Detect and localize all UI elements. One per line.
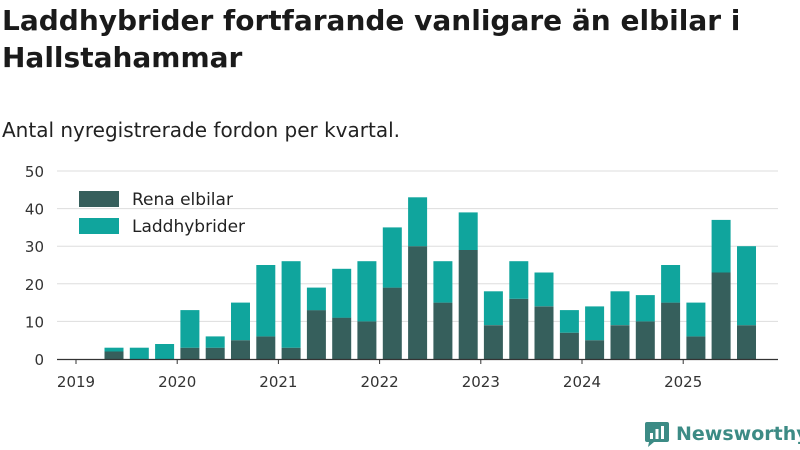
bar-elbil-2021-Q3 bbox=[332, 317, 352, 359]
y-tick-label-10: 10 bbox=[25, 313, 44, 331]
bar-laddhybrid-2021-Q3 bbox=[332, 268, 352, 318]
bar-elbil-2020-Q2 bbox=[205, 347, 225, 359]
bar-elbil-2020-Q4 bbox=[256, 336, 276, 359]
y-tick-label-0: 0 bbox=[34, 351, 44, 369]
legend-swatch-laddhybrid bbox=[79, 218, 119, 234]
bar-elbil-2019-Q2 bbox=[104, 351, 124, 359]
bar-elbil-2024-Q2 bbox=[610, 325, 630, 359]
bar-laddhybrid-2020-Q3 bbox=[231, 302, 250, 341]
bar-laddhybrid-2024-Q1 bbox=[585, 306, 605, 341]
bar-laddhybrid-2022-Q1 bbox=[382, 227, 402, 288]
legend-label-elbil: Rena elbilar bbox=[132, 190, 233, 210]
bar-elbil-2025-Q3 bbox=[737, 325, 756, 359]
bar-laddhybrid-2023-Q2 bbox=[509, 261, 529, 299]
bar-elbil-2022-Q4 bbox=[458, 250, 478, 359]
bar-laddhybrid-2020-Q1 bbox=[180, 310, 200, 348]
x-tick-label-2022: 2022 bbox=[361, 373, 399, 391]
bar-elbil-2024-Q1 bbox=[585, 340, 605, 359]
bar-laddhybrid-2020-Q2 bbox=[205, 336, 225, 348]
bar-elbil-2023-Q2 bbox=[509, 298, 529, 359]
bar-elbil-2022-Q3 bbox=[433, 302, 453, 359]
bar-laddhybrid-2025-Q3 bbox=[737, 246, 756, 326]
x-tick-label-2023: 2023 bbox=[462, 373, 500, 391]
bar-laddhybrid-2023-Q3 bbox=[534, 272, 554, 307]
bar-elbil-2021-Q4 bbox=[357, 321, 377, 359]
bar-laddhybrid-2020-Q4 bbox=[256, 265, 276, 337]
bar-laddhybrid-2021-Q1 bbox=[281, 261, 301, 348]
bar-elbil-2023-Q1 bbox=[483, 325, 503, 359]
bar-laddhybrid-2025-Q2 bbox=[711, 219, 731, 273]
bar-elbil-2023-Q4 bbox=[559, 332, 579, 359]
brand-logo: Newsworthy bbox=[644, 420, 800, 448]
bar-laddhybrid-2024-Q2 bbox=[610, 291, 630, 326]
bar-laddhybrid-2025-Q1 bbox=[686, 302, 706, 337]
y-tick-label-50: 50 bbox=[25, 163, 44, 181]
bar-laddhybrid-2019-Q2 bbox=[104, 347, 124, 352]
x-tick-label-2025: 2025 bbox=[664, 373, 702, 391]
bar-elbil-2020-Q1 bbox=[180, 347, 200, 359]
bar-laddhybrid-2024-Q3 bbox=[635, 295, 655, 322]
bar-elbil-2025-Q2 bbox=[711, 272, 731, 359]
brand-name: Newsworthy bbox=[676, 423, 800, 445]
bar-laddhybrid-2019-Q3 bbox=[129, 347, 149, 359]
bar-elbil-2021-Q1 bbox=[281, 347, 301, 359]
legend-label-laddhybrid: Laddhybrider bbox=[132, 217, 245, 237]
bar-elbil-2022-Q2 bbox=[408, 246, 428, 359]
bar-elbil-2024-Q3 bbox=[635, 321, 655, 359]
bar-laddhybrid-2021-Q2 bbox=[306, 287, 326, 311]
chart-subtitle: Antal nyregistrerade fordon per kvartal. bbox=[2, 118, 401, 142]
bar-elbil-2025-Q1 bbox=[686, 336, 706, 359]
y-tick-label-20: 20 bbox=[25, 276, 44, 294]
y-tick-label-40: 40 bbox=[25, 201, 44, 219]
bar-laddhybrid-2022-Q2 bbox=[408, 197, 428, 247]
legend-swatch-elbil bbox=[79, 191, 119, 207]
x-tick-label-2021: 2021 bbox=[259, 373, 297, 391]
bar-laddhybrid-2023-Q1 bbox=[483, 291, 503, 326]
x-tick-label-2024: 2024 bbox=[563, 373, 601, 391]
bar-elbil-2023-Q3 bbox=[534, 306, 554, 359]
y-tick-label-30: 30 bbox=[25, 238, 44, 256]
bar-laddhybrid-2022-Q4 bbox=[458, 212, 478, 250]
bar-elbil-2024-Q4 bbox=[661, 302, 681, 359]
bar-elbil-2022-Q1 bbox=[382, 287, 402, 359]
bar-laddhybrid-2021-Q4 bbox=[357, 261, 377, 322]
bar-laddhybrid-2023-Q4 bbox=[559, 310, 579, 333]
newsworthy-logo-icon bbox=[645, 422, 669, 447]
chart-title: Laddhybrider fortfarande vanligare än el… bbox=[2, 4, 741, 74]
bar-elbil-2021-Q2 bbox=[306, 310, 326, 359]
bar-elbil-2020-Q3 bbox=[231, 340, 250, 359]
bar-laddhybrid-2022-Q3 bbox=[433, 261, 453, 303]
bar-laddhybrid-2024-Q4 bbox=[661, 265, 681, 303]
x-tick-label-2019: 2019 bbox=[57, 373, 95, 391]
bar-laddhybrid-2019-Q4 bbox=[155, 344, 175, 359]
x-tick-label-2020: 2020 bbox=[158, 373, 196, 391]
